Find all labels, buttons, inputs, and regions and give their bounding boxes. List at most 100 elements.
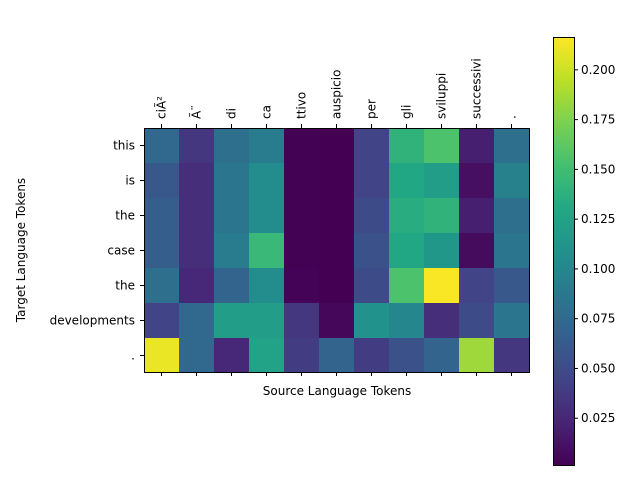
heatmap-cell: [424, 268, 460, 304]
x-axis-label: Source Language Tokens: [263, 384, 411, 398]
heatmap-cell: [319, 338, 355, 373]
heatmap-cell: [144, 128, 180, 164]
x-tick-label: sviluppi: [435, 73, 449, 119]
y-axis-ticks: this is the case the developments.: [50, 139, 144, 363]
heatmap-cell: [354, 268, 390, 304]
heatmap-cell: [494, 163, 530, 199]
y-tick-label: is: [125, 174, 135, 188]
heatmap-cell: [494, 338, 530, 373]
y-tick-label: this: [113, 139, 135, 153]
heatmap-cell: [284, 268, 320, 304]
heatmap-cell: [424, 128, 460, 164]
heatmap-cell: [214, 233, 250, 269]
heatmap-cell: [144, 268, 180, 304]
colorbar-tick-label: 0.125: [581, 212, 615, 226]
colorbar: [553, 37, 574, 465]
colorbar-tick-label: 0.075: [581, 312, 615, 326]
heatmap-cell: [494, 198, 530, 234]
heatmap-cell: [249, 233, 285, 269]
heatmap-cell: [144, 233, 180, 269]
colorbar-frame: [553, 37, 575, 466]
colorbar-tick-label: 0.050: [581, 361, 615, 375]
heatmap-cell: [179, 233, 215, 269]
heatmap-cell: [459, 198, 495, 234]
heatmap-cell: [214, 338, 250, 373]
heatmap-cell: [389, 303, 425, 339]
colorbar-tick-label: 0.175: [581, 113, 615, 127]
heatmap-cell: [249, 198, 285, 234]
colorbar-tick-label: 0.200: [581, 63, 615, 77]
heatmap-cell: [354, 338, 390, 373]
y-tick-label: the: [115, 279, 135, 293]
heatmap-cell: [494, 128, 530, 164]
heatmap-cell: [179, 303, 215, 339]
heatmap-cell: [459, 303, 495, 339]
heatmap-cell: [319, 303, 355, 339]
colorbar-tick-label: 0.025: [581, 411, 615, 425]
heatmap-cell: [319, 233, 355, 269]
colorbar-tick-label: 0.100: [581, 262, 615, 276]
heatmap-cell: [144, 338, 180, 373]
heatmap-cell: [389, 128, 425, 164]
heatmap-cell: [284, 233, 320, 269]
heatmap-cell: [389, 338, 425, 373]
heatmap-cell: [249, 128, 285, 164]
heatmap-cell: [179, 338, 215, 373]
heatmap-cell: [214, 163, 250, 199]
heatmap-cell: [249, 163, 285, 199]
heatmap-cell: [214, 128, 250, 164]
heatmap-cell: [424, 198, 460, 234]
heatmap-cell: [144, 198, 180, 234]
x-tick-label: Ã¨: [189, 105, 204, 119]
heatmap-cell: [249, 303, 285, 339]
heatmap-cell: [424, 163, 460, 199]
heatmap-cell: [284, 163, 320, 199]
heatmap-cell: [459, 268, 495, 304]
heatmap-cell: [144, 303, 180, 339]
heatmap-cell: [249, 338, 285, 373]
x-tick-label: gli: [400, 105, 414, 119]
y-tick-label: .: [131, 349, 135, 363]
heatmap-cell: [354, 198, 390, 234]
heatmap-cell: [179, 163, 215, 199]
heatmap-cell: [214, 303, 250, 339]
y-tick-label: developments: [50, 314, 135, 328]
heatmap-cell: [459, 163, 495, 199]
x-tick-label: auspicio: [330, 70, 344, 119]
heatmap-cell: [179, 198, 215, 234]
heatmap-cells: [144, 128, 530, 373]
heatmap-cell: [284, 128, 320, 164]
x-axis-ticks: ciÃ² Ã¨ di ca ttivo auspicio per gli sviluppi suc…: [154, 58, 519, 128]
x-tick-label: .: [505, 115, 519, 119]
heatmap-cell: [389, 268, 425, 304]
heatmap-cell: [144, 163, 180, 199]
heatmap-cell: [459, 128, 495, 164]
heatmap-cell: [459, 338, 495, 373]
heatmap-cell: [424, 338, 460, 373]
y-tick-label: case: [107, 244, 135, 258]
heatmap-cell: [389, 233, 425, 269]
heatmap-cell: [179, 268, 215, 304]
heatmap-cell: [284, 303, 320, 339]
heatmap-cell: [494, 268, 530, 304]
y-axis-label: Target Language Tokens: [14, 178, 28, 323]
heatmap-cell: [319, 163, 355, 199]
heatmap-cell: [389, 198, 425, 234]
x-tick-label: ttivo: [295, 92, 309, 119]
heatmap-cell: [354, 163, 390, 199]
heatmap-cell: [494, 303, 530, 339]
heatmap-cell: [424, 233, 460, 269]
heatmap-cell: [354, 233, 390, 269]
heatmap-cell: [214, 198, 250, 234]
colorbar-tick-label: 0.150: [581, 162, 615, 176]
heatmap-cell: [284, 198, 320, 234]
heatmap-cell: [214, 268, 250, 304]
heatmap-cell: [284, 338, 320, 373]
heatmap-cell: [354, 128, 390, 164]
heatmap-cell: [179, 128, 215, 164]
x-tick-label: di: [225, 108, 239, 119]
heatmap-cell: [389, 163, 425, 199]
heatmap-cell: [424, 303, 460, 339]
x-tick-label: ciÃ²: [154, 96, 169, 119]
heatmap-cell: [319, 268, 355, 304]
